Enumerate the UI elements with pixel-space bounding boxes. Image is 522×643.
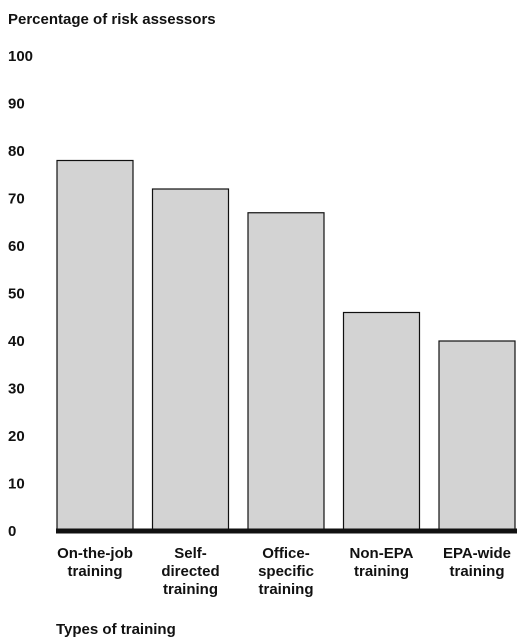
bars <box>56 159 516 532</box>
y-axis-ticks: 0 10 20 30 40 50 60 70 80 90 100 <box>8 48 33 540</box>
y-axis-title: Percentage of risk assessors <box>8 11 216 28</box>
bar <box>151 188 230 532</box>
bar <box>438 340 516 532</box>
y-tick-label: 30 <box>8 381 25 398</box>
x-category-label: EPA-wide training <box>443 545 511 580</box>
x-axis-title: Types of training <box>56 621 176 638</box>
y-tick-label: 20 <box>8 428 25 445</box>
y-tick-label: 80 <box>8 143 25 160</box>
x-category-label: Self-directed training <box>161 545 219 598</box>
y-tick-label: 70 <box>8 191 25 208</box>
y-tick-label: 100 <box>8 48 33 65</box>
y-tick-label: 0 <box>8 523 16 540</box>
bar <box>247 212 325 532</box>
x-category-label: On-the-job training <box>57 545 133 580</box>
y-tick-label: 40 <box>8 333 25 350</box>
y-tick-label: 50 <box>8 286 25 303</box>
y-tick-label: 10 <box>8 476 25 493</box>
bar <box>342 311 421 532</box>
x-category-label: Non-EPA training <box>350 545 414 580</box>
y-tick-label: 60 <box>8 238 25 255</box>
y-tick-label: 90 <box>8 96 25 113</box>
x-axis-categories: On-the-job training Self-directed training O… <box>57 545 511 598</box>
bar <box>56 159 134 532</box>
x-category-label: Office-specific training <box>258 545 314 598</box>
